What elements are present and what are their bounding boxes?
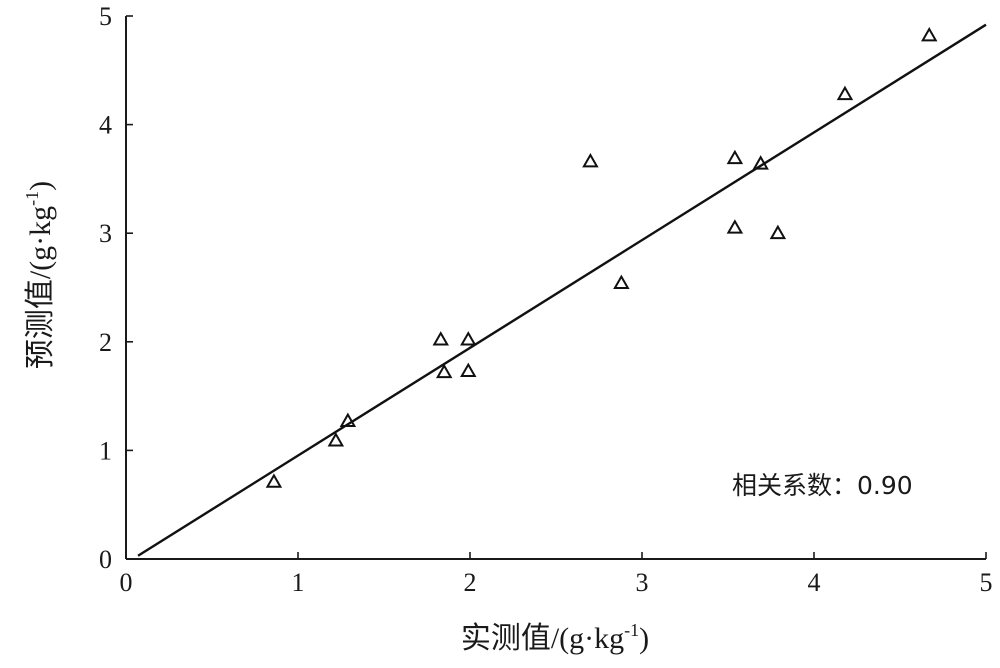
data-point <box>726 219 744 234</box>
x-tick-label: 4 <box>808 568 821 597</box>
data-point <box>339 412 357 427</box>
y-axis-title-superscript: -1 <box>22 191 42 206</box>
data-point <box>435 363 453 379</box>
x-tick-label: 0 <box>120 568 133 597</box>
x-tick-label: 3 <box>636 568 649 597</box>
x-axis-title-main: 实测值/(g·kg <box>461 622 624 655</box>
y-tick-label: 5 <box>99 2 112 31</box>
points-group <box>265 27 938 488</box>
data-point <box>460 362 477 377</box>
data-point <box>921 27 938 42</box>
x-tick-label: 1 <box>292 568 305 597</box>
x-tick-label: 2 <box>464 568 477 597</box>
ticks: 0 1 2 3 4 5 0 1 2 3 4 5 <box>99 2 993 597</box>
fit-line-group <box>137 23 987 557</box>
y-axis-title: 预测值/(g·kg-1) <box>22 181 57 369</box>
y-axis-title-close: ) <box>24 181 57 191</box>
y-tick-label: 3 <box>99 219 112 248</box>
data-point <box>460 331 477 346</box>
data-point <box>836 85 854 101</box>
x-tick-label: 5 <box>980 568 993 597</box>
y-axis-title-main: 预测值/(g·kg <box>24 206 57 369</box>
data-point <box>582 153 599 168</box>
y-tick-label: 0 <box>99 545 112 574</box>
x-axis-title-superscript: -1 <box>624 620 639 640</box>
correlation-annotation: 相关系数：0.90 <box>732 471 913 500</box>
regression-line <box>137 23 987 557</box>
x-axis-title: 实测值/(g·kg-1) <box>461 620 649 655</box>
y-tick-label: 1 <box>99 436 112 465</box>
axes <box>125 16 986 560</box>
y-tick-label: 4 <box>99 111 112 140</box>
data-point <box>769 224 787 240</box>
data-point <box>432 331 449 346</box>
data-point <box>752 155 769 170</box>
data-point <box>327 432 345 447</box>
data-point <box>726 149 744 165</box>
data-point <box>613 274 630 290</box>
y-tick-label: 2 <box>99 328 112 357</box>
data-point <box>265 473 283 488</box>
x-axis-title-close: ) <box>639 622 649 655</box>
